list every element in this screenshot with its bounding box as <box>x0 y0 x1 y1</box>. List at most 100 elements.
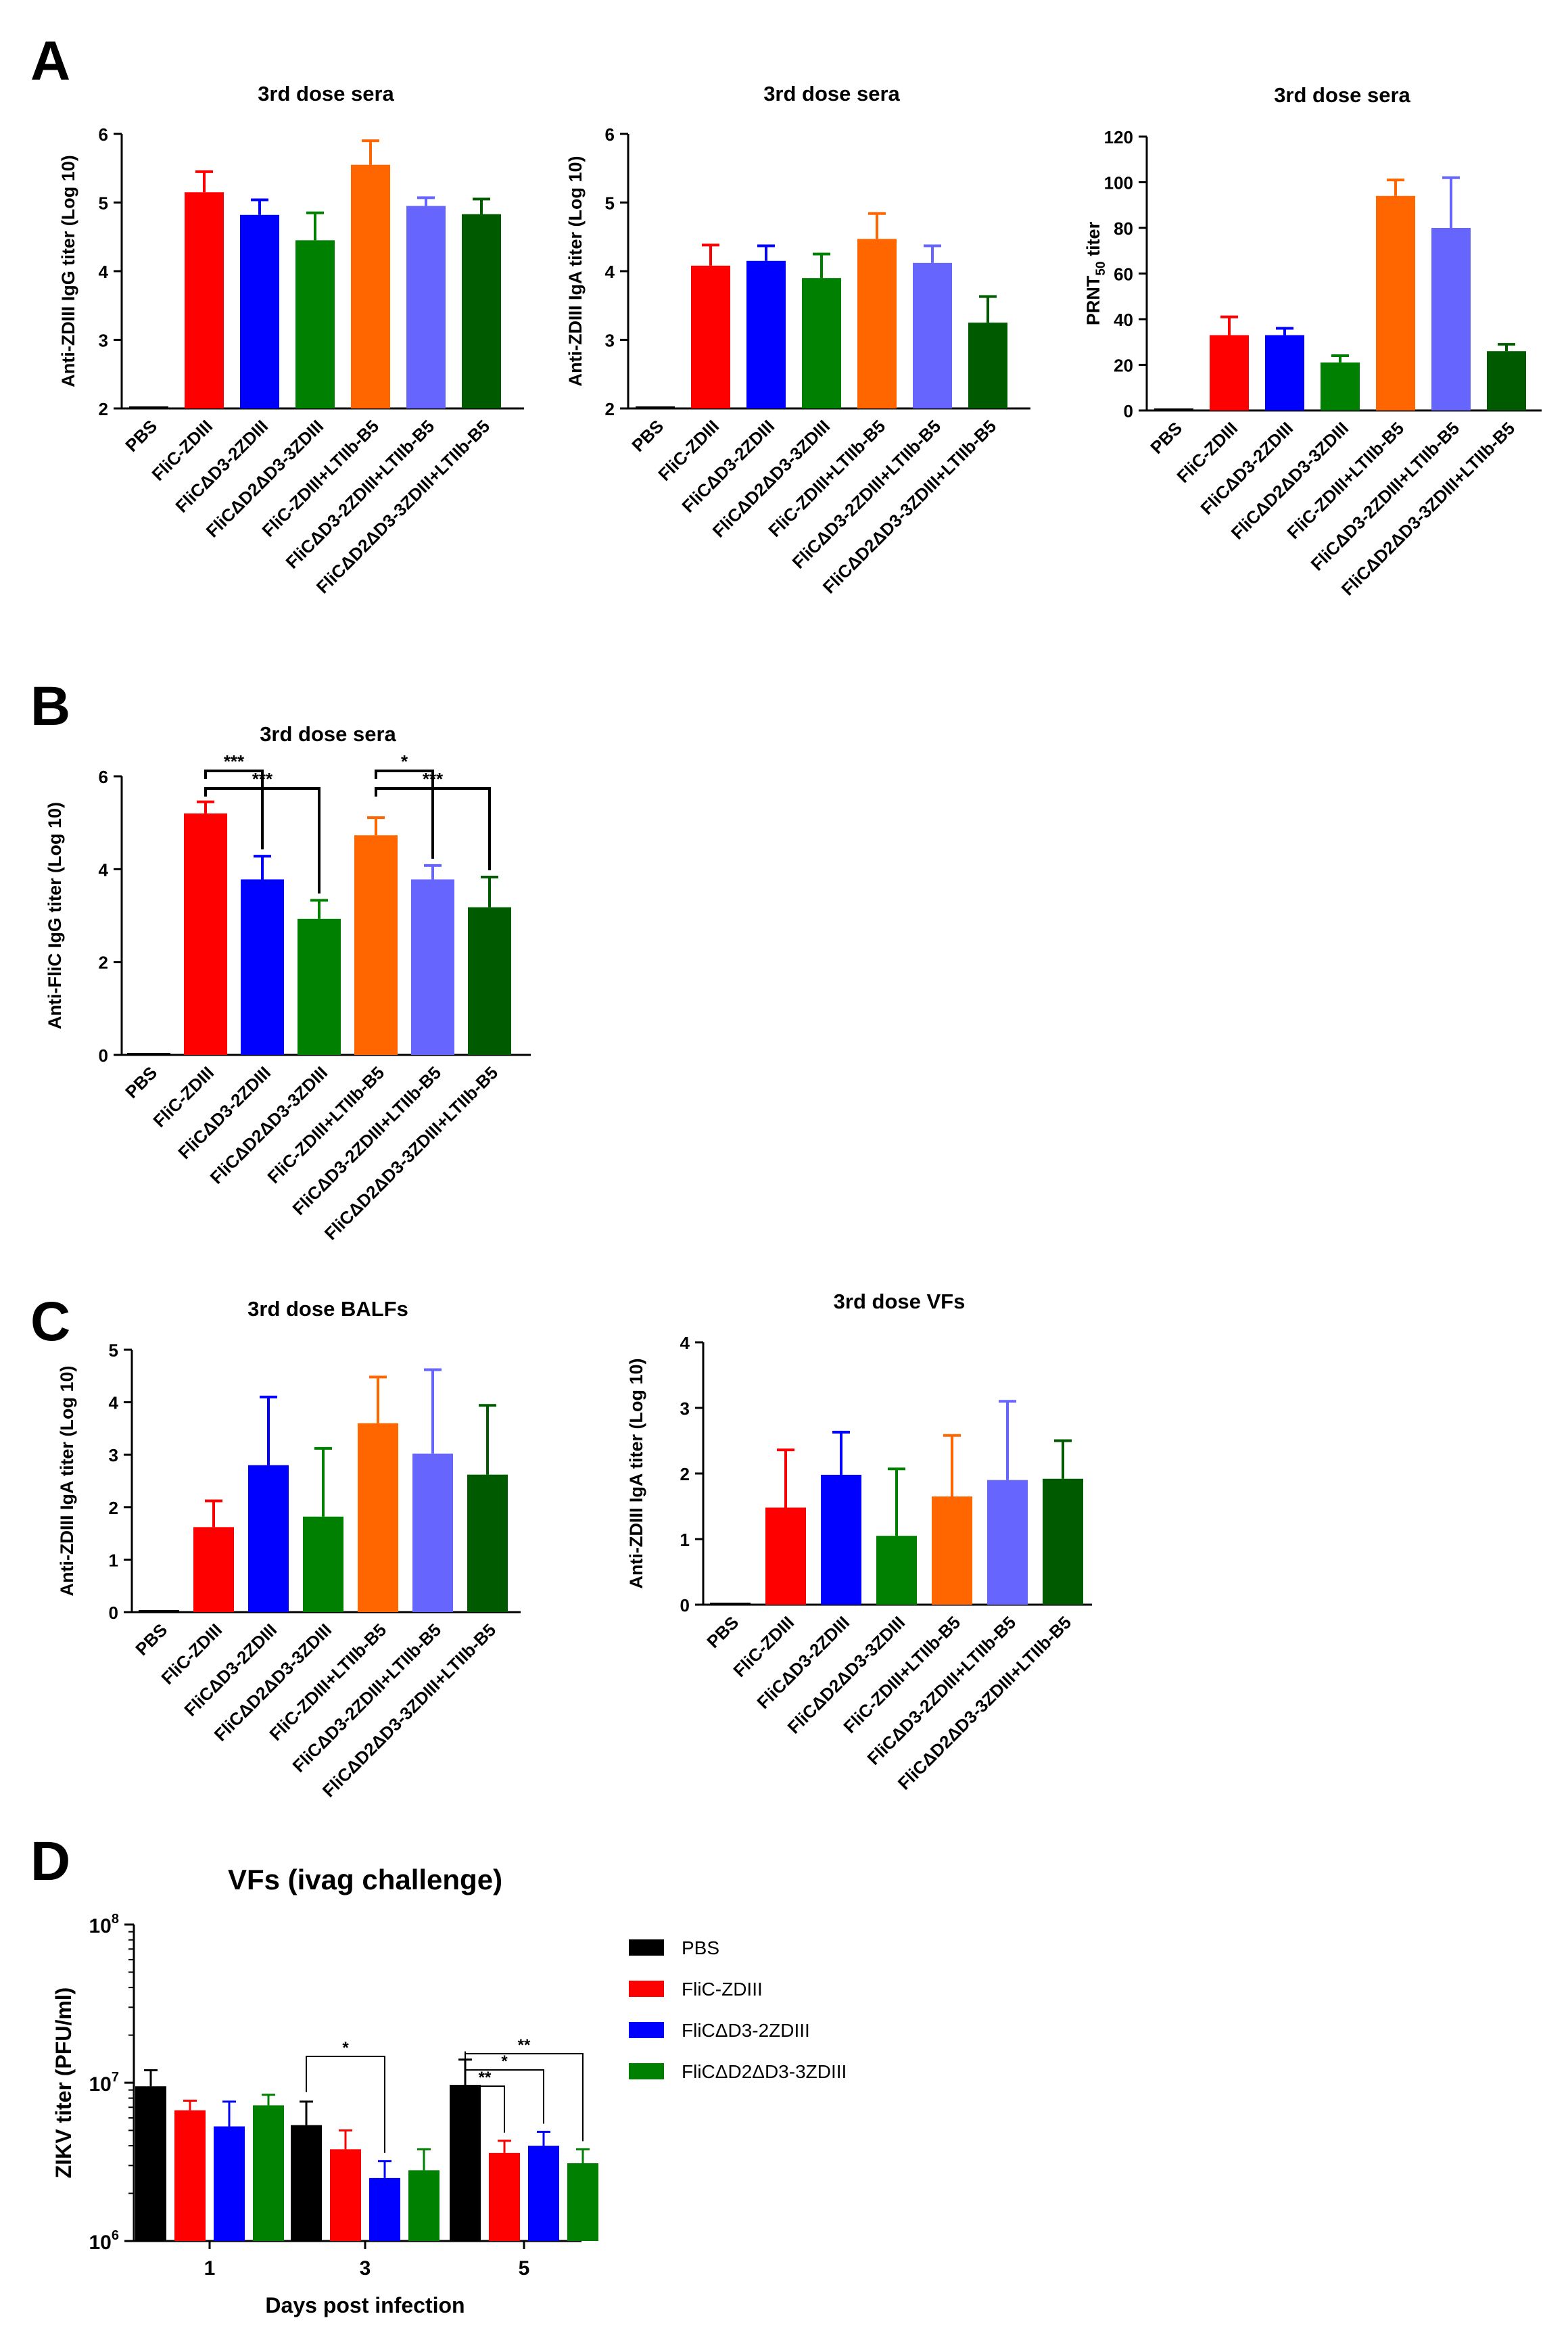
significance-label: * <box>401 751 408 772</box>
y-tick-label: 0 <box>1124 401 1133 421</box>
x-tick-label: PBS <box>131 1620 171 1659</box>
chart-title: 3rd dose VFs <box>834 1290 966 1313</box>
bar <box>291 2125 322 2241</box>
bar <box>411 879 454 1055</box>
bar <box>408 2170 439 2241</box>
legend-swatch <box>629 1981 664 1997</box>
chart-4: 3rd dose BALFs 0 1 2 3 4 5 Anti-ZDIII IgA titer… <box>57 1297 521 1801</box>
panel-label-B: B <box>30 676 70 737</box>
legend-swatch <box>629 1939 664 1956</box>
y-tick-label: 100 <box>1104 173 1133 193</box>
y-tick-label: 6 <box>99 124 108 145</box>
legend-swatch <box>629 2022 664 2038</box>
bar <box>1487 351 1526 410</box>
significance-label: *** <box>224 751 245 772</box>
significance-bracket <box>375 787 491 871</box>
y-tick-base: 10 <box>89 2232 112 2254</box>
chart-title: VFs (ivag challenge) <box>228 1864 502 1895</box>
bar <box>857 239 897 408</box>
chart-3: 3rd dose sera 0 2 4 6 Anti-FliC IgG titer (Lo… <box>45 722 531 1244</box>
bar <box>174 2110 206 2241</box>
y-tick-label: 3 <box>680 1398 690 1419</box>
x-tick-label: PBS <box>121 416 161 456</box>
chart-title: 3rd dose sera <box>763 82 900 105</box>
bar <box>913 262 952 408</box>
bar <box>987 1480 1028 1605</box>
y-tick-base: 10 <box>89 2073 112 2096</box>
bar <box>295 240 335 408</box>
bar <box>214 2126 245 2241</box>
significance-bracket <box>204 787 320 894</box>
bar <box>184 813 227 1055</box>
bar <box>489 2152 520 2241</box>
bar <box>802 278 841 408</box>
x-tick-label: PBS <box>1146 418 1186 458</box>
y-tick-label: 3 <box>99 331 108 351</box>
bar <box>467 1474 508 1612</box>
y-tick-label: 4 <box>109 1393 119 1413</box>
y-tick-label: 108 <box>89 1912 120 1937</box>
y-tick-label: 40 <box>1114 310 1133 330</box>
significance-label: *** <box>423 769 444 789</box>
bar <box>968 323 1007 408</box>
bar <box>1431 228 1471 410</box>
chart-title: 3rd dose BALFs <box>247 1297 408 1321</box>
chart-title: 3rd dose sera <box>260 722 396 746</box>
y-tick-label: 5 <box>109 1340 118 1361</box>
y-axis-label: PRNT50 titer <box>1083 221 1108 325</box>
panel-label-D: D <box>30 1831 70 1892</box>
bar <box>1210 335 1249 410</box>
y-tick-base: 10 <box>89 1915 112 1937</box>
legend-swatch <box>629 2063 664 2079</box>
bar <box>351 164 390 409</box>
chart-title: 3rd dose sera <box>258 82 394 105</box>
chart-2: 3rd dose sera 0 20 40 60 80 100 120 PRNT50 titer… <box>1083 83 1542 599</box>
y-axis-label: Anti-ZDIII IgG titer (Log 10) <box>58 155 78 387</box>
bar <box>1043 1478 1083 1605</box>
bar <box>135 2086 166 2241</box>
significance-bracket <box>306 2056 385 2153</box>
legend: PBS FliC-ZDIII FliCΔD3-2ZDIII FliCΔD2ΔD3-3Z… <box>629 1937 847 2082</box>
bar <box>369 2177 400 2241</box>
bar <box>241 879 284 1055</box>
y-tick-label: 2 <box>680 1464 690 1484</box>
bar <box>567 2163 598 2241</box>
y-tick-label: 6 <box>605 124 615 145</box>
bar <box>253 2105 284 2241</box>
y-tick-label: 1 <box>109 1550 118 1570</box>
y-tick-exponent: 8 <box>112 1912 119 1927</box>
y-tick-label: 80 <box>1114 218 1133 239</box>
bar <box>462 214 501 408</box>
y-tick-label: 4 <box>680 1333 690 1353</box>
significance-label: * <box>342 2039 349 2057</box>
significance-label: *** <box>252 769 273 789</box>
y-tick-label: 2 <box>99 953 108 973</box>
y-tick-label: 3 <box>605 331 615 351</box>
y-tick-label: 0 <box>109 1603 118 1623</box>
panel-label-A: A <box>30 30 70 92</box>
x-tick-label: 5 <box>519 2257 530 2280</box>
bar <box>406 206 446 408</box>
bar <box>303 1516 343 1612</box>
y-tick-exponent: 6 <box>112 2228 119 2243</box>
legend-label: FliCΔD2ΔD3-3ZDIII <box>682 2061 847 2082</box>
y-tick-label: 1 <box>680 1530 690 1550</box>
y-tick-label: 2 <box>605 399 615 419</box>
bar <box>248 1465 289 1612</box>
y-tick-label: 6 <box>99 767 108 787</box>
y-tick-exponent: 7 <box>112 2070 119 2085</box>
y-tick-label: 120 <box>1104 127 1133 147</box>
y-tick-label: 0 <box>99 1045 108 1066</box>
x-tick-label: 3 <box>360 2257 371 2280</box>
bar <box>691 265 730 408</box>
bar <box>821 1474 861 1605</box>
y-axis-label: Anti-ZDIII IgA titer (Log 10) <box>57 1366 77 1597</box>
y-axis-label: Anti-ZDIII IgA titer (Log 10) <box>565 156 586 387</box>
y-tick-label: 5 <box>605 193 615 214</box>
bar <box>765 1507 806 1605</box>
bar <box>354 835 398 1055</box>
y-tick-label: 4 <box>605 262 615 282</box>
x-tick-label: PBS <box>121 1062 161 1102</box>
chart-title: 3rd dose sera <box>1274 83 1410 107</box>
